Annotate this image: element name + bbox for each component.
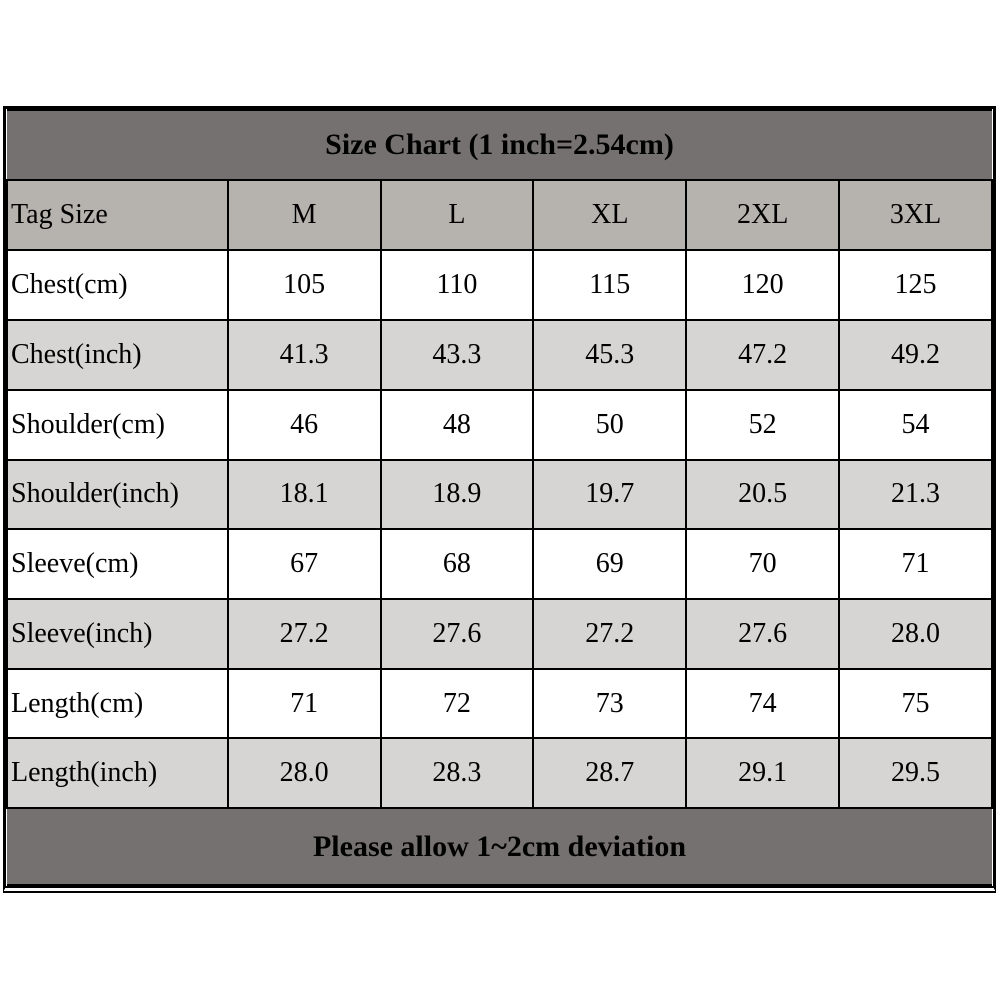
cell-value: 47.2 [685, 319, 841, 391]
row-label: Chest(cm) [6, 249, 229, 322]
row-label: Length(inch) [6, 737, 229, 810]
row-label: Length(cm) [6, 667, 229, 740]
cell-value: 72 [379, 667, 535, 740]
cell-value: 71 [838, 528, 993, 601]
cell-value: 105 [226, 249, 382, 322]
cell-value: 18.9 [379, 458, 535, 531]
cell-value: 49.2 [838, 319, 993, 391]
cell-value: 28.7 [532, 737, 688, 810]
cell-value: 19.7 [532, 458, 688, 531]
cell-value: 43.3 [379, 319, 535, 391]
cell-value: 125 [838, 249, 993, 322]
header-size-xl: XL [532, 178, 688, 252]
cell-value: 75 [838, 667, 993, 740]
header-row: Tag Size M L XL 2XL 3XL [6, 178, 993, 252]
cell-value: 69 [532, 528, 688, 601]
table-row-shoulder-inch: Shoulder(inch) 18.1 18.9 19.7 20.5 21.3 [6, 458, 993, 531]
cell-value: 115 [532, 249, 688, 322]
cell-value: 70 [685, 528, 841, 601]
cell-value: 18.1 [226, 458, 382, 531]
cell-value: 120 [685, 249, 841, 322]
cell-value: 52 [685, 388, 841, 461]
table-row-chest-inch: Chest(inch) 41.3 43.3 45.3 47.2 49.2 [6, 319, 993, 391]
cell-value: 68 [379, 528, 535, 601]
cell-value: 21.3 [838, 458, 993, 531]
title-band: Size Chart (1 inch=2.54cm) [7, 109, 992, 181]
cell-value: 45.3 [532, 319, 688, 391]
table-row-sleeve-cm: Sleeve(cm) 67 68 69 70 71 [6, 528, 993, 601]
cell-value: 27.6 [685, 598, 841, 670]
cell-value: 27.6 [379, 598, 535, 670]
header-size-2xl: 2XL [685, 178, 841, 252]
header-size-m: M [226, 178, 382, 252]
header-size-3xl: 3XL [838, 178, 993, 252]
deviation-note: Please allow 1~2cm deviation [7, 807, 992, 886]
footer-band: Please allow 1~2cm deviation [7, 807, 992, 886]
cell-value: 46 [226, 388, 382, 461]
row-label: Shoulder(inch) [6, 458, 229, 531]
header-size-l: L [379, 178, 535, 252]
cell-value: 71 [226, 667, 382, 740]
row-label: Sleeve(inch) [6, 598, 229, 670]
table-row-length-inch: Length(inch) 28.0 28.3 28.7 29.1 29.5 [6, 737, 993, 810]
table-row-length-cm: Length(cm) 71 72 73 74 75 [6, 667, 993, 740]
table-row-sleeve-inch: Sleeve(inch) 27.2 27.6 27.2 27.6 28.0 [6, 598, 993, 670]
cell-value: 73 [532, 667, 688, 740]
cell-value: 48 [379, 388, 535, 461]
row-label: Sleeve(cm) [6, 528, 229, 601]
size-chart-table: Size Chart (1 inch=2.54cm) Tag Size M L … [6, 109, 993, 886]
cell-value: 27.2 [226, 598, 382, 670]
header-tag-size: Tag Size [6, 178, 229, 252]
cell-value: 41.3 [226, 319, 382, 391]
cell-value: 29.5 [838, 737, 993, 810]
cell-value: 50 [532, 388, 688, 461]
cell-value: 67 [226, 528, 382, 601]
cell-value: 20.5 [685, 458, 841, 531]
row-label: Shoulder(cm) [6, 388, 229, 461]
cell-value: 28.3 [379, 737, 535, 810]
cell-value: 74 [685, 667, 841, 740]
cell-value: 27.2 [532, 598, 688, 670]
row-label: Chest(inch) [6, 319, 229, 391]
cell-value: 28.0 [838, 598, 993, 670]
table-row-shoulder-cm: Shoulder(cm) 46 48 50 52 54 [6, 388, 993, 461]
cell-value: 54 [838, 388, 993, 461]
cell-value: 29.1 [685, 737, 841, 810]
cell-value: 110 [379, 249, 535, 322]
size-chart-title: Size Chart (1 inch=2.54cm) [7, 109, 992, 181]
table-row-chest-cm: Chest(cm) 105 110 115 120 125 [6, 249, 993, 322]
size-chart-container: Size Chart (1 inch=2.54cm) Tag Size M L … [3, 106, 996, 893]
cell-value: 28.0 [226, 737, 382, 810]
